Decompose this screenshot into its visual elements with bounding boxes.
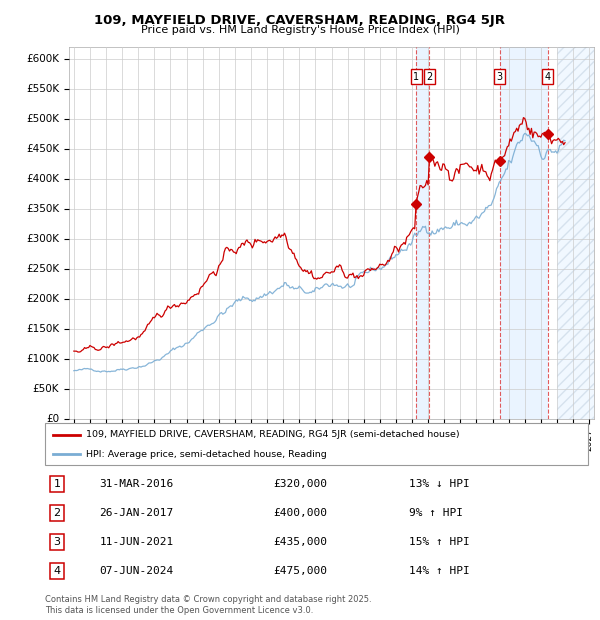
Text: 31-MAR-2016: 31-MAR-2016 (100, 479, 173, 489)
Text: 2: 2 (426, 71, 433, 81)
Bar (500, 46, 548, 419)
Text: 9% ↑ HPI: 9% ↑ HPI (409, 508, 463, 518)
Text: 3: 3 (53, 537, 61, 547)
Bar (557, 46, 594, 419)
Text: 3: 3 (497, 71, 503, 81)
Text: £320,000: £320,000 (273, 479, 327, 489)
Text: 26-JAN-2017: 26-JAN-2017 (100, 508, 173, 518)
Text: 15% ↑ HPI: 15% ↑ HPI (409, 537, 470, 547)
Text: 4: 4 (545, 71, 551, 81)
Text: 2: 2 (53, 508, 61, 518)
Text: 11-JUN-2021: 11-JUN-2021 (100, 537, 173, 547)
Bar (557, 46, 594, 419)
Text: 1: 1 (53, 479, 61, 489)
Text: 14% ↑ HPI: 14% ↑ HPI (409, 566, 470, 577)
FancyBboxPatch shape (45, 423, 588, 465)
Text: 109, MAYFIELD DRIVE, CAVERSHAM, READING, RG4 5JR (semi-detached house): 109, MAYFIELD DRIVE, CAVERSHAM, READING,… (86, 430, 460, 439)
Bar (416, 46, 430, 419)
Text: 109, MAYFIELD DRIVE, CAVERSHAM, READING, RG4 5JR: 109, MAYFIELD DRIVE, CAVERSHAM, READING,… (95, 14, 505, 27)
Text: 1: 1 (413, 71, 419, 81)
Text: £475,000: £475,000 (273, 566, 327, 577)
Text: £435,000: £435,000 (273, 537, 327, 547)
Text: £400,000: £400,000 (273, 508, 327, 518)
Text: 13% ↓ HPI: 13% ↓ HPI (409, 479, 470, 489)
Text: Price paid vs. HM Land Registry's House Price Index (HPI): Price paid vs. HM Land Registry's House … (140, 25, 460, 35)
Text: Contains HM Land Registry data © Crown copyright and database right 2025.
This d: Contains HM Land Registry data © Crown c… (45, 595, 371, 614)
Text: 4: 4 (53, 566, 61, 577)
Text: HPI: Average price, semi-detached house, Reading: HPI: Average price, semi-detached house,… (86, 450, 326, 459)
Text: 07-JUN-2024: 07-JUN-2024 (100, 566, 173, 577)
